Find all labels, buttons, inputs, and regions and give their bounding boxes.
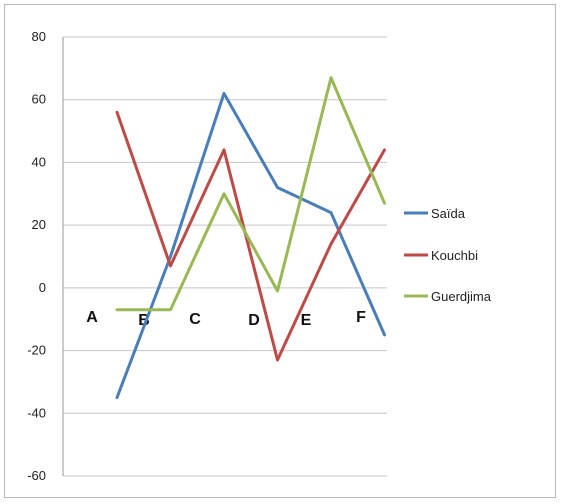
legend-entry: Guerdjima bbox=[404, 289, 492, 304]
y-tick-labels: -60 -40 -20 0 20 40 60 80 bbox=[27, 29, 46, 483]
legend-label: Saïda bbox=[431, 206, 466, 221]
legend-label: Guerdjima bbox=[431, 289, 492, 304]
y-tick-label: 0 bbox=[39, 280, 46, 295]
y-tick-label: -40 bbox=[27, 405, 46, 420]
legend-entry: Kouchbi bbox=[404, 248, 478, 263]
series-line-2 bbox=[115, 76, 386, 312]
y-tick-label: -20 bbox=[27, 343, 46, 358]
gridlines bbox=[63, 36, 387, 477]
y-tick-label: 60 bbox=[32, 92, 46, 107]
legend: Saïda Kouchbi Guerdjima bbox=[404, 206, 492, 304]
category-label-c: C bbox=[189, 311, 201, 328]
category-label-f: F bbox=[356, 309, 366, 326]
series-lines bbox=[115, 76, 386, 400]
category-labels: A B C D E F bbox=[86, 309, 366, 329]
y-tick-label: -60 bbox=[27, 468, 46, 483]
category-label-e: E bbox=[301, 312, 312, 329]
y-tick-label: 40 bbox=[32, 154, 46, 169]
legend-entry: Saïda bbox=[404, 206, 466, 221]
y-tick-label: 20 bbox=[32, 217, 46, 232]
category-label-a: A bbox=[86, 309, 98, 326]
legend-label: Kouchbi bbox=[431, 248, 478, 263]
chart-frame bbox=[4, 4, 556, 498]
series-line-1 bbox=[115, 110, 386, 362]
category-label-b: B bbox=[138, 312, 150, 329]
category-label-d: D bbox=[248, 312, 260, 329]
y-tick-label: 80 bbox=[32, 29, 46, 44]
series-line-0 bbox=[115, 91, 386, 400]
